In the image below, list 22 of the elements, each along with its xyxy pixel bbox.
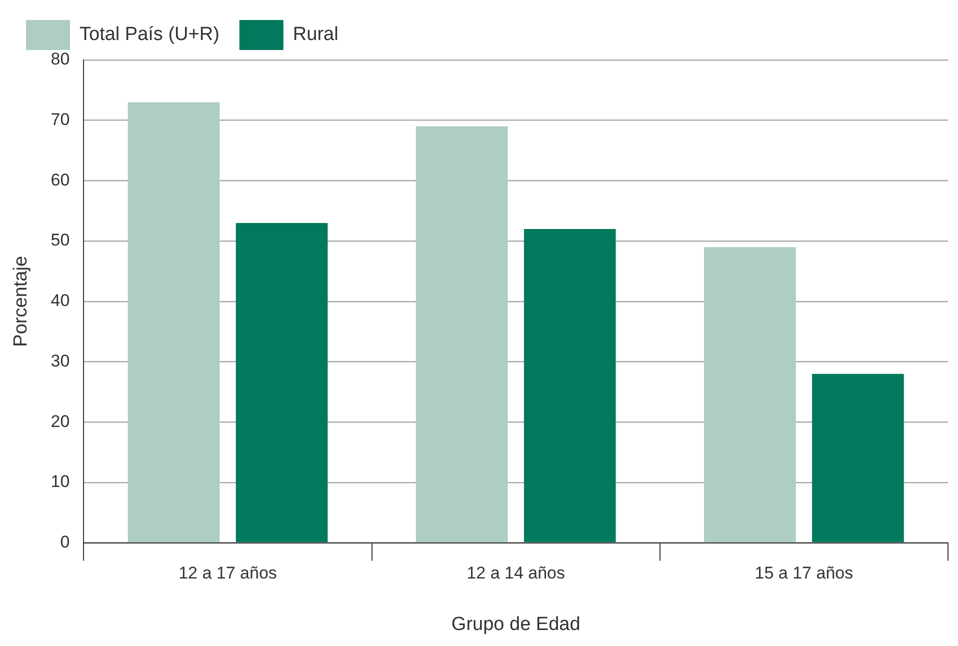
y-tick-label: 70	[50, 110, 70, 130]
legend-label: Total País (U+R)	[80, 24, 220, 46]
x-tick-label: 12 a 17 años	[178, 564, 277, 583]
y-tick-label: 10	[50, 472, 70, 492]
y-axis-title: Porcentaje	[10, 256, 32, 347]
bar	[128, 102, 220, 542]
bar	[416, 126, 508, 542]
bar	[524, 228, 616, 542]
y-tick-label: 20	[50, 412, 70, 431]
x-tick-label: 15 a 17 años	[754, 564, 854, 583]
legend-label: Rural	[292, 24, 338, 46]
x-tick-label: 12 a 14 años	[466, 564, 566, 583]
y-tick-label: 80	[50, 50, 70, 69]
bar	[236, 222, 328, 542]
y-tick-label: 0	[60, 532, 70, 552]
y-tick-label: 50	[50, 230, 70, 250]
bar	[704, 247, 796, 542]
bar	[812, 374, 904, 542]
y-tick-label: 30	[50, 351, 70, 370]
y-tick-label: 40	[50, 291, 70, 310]
y-tick-label: 60	[50, 170, 70, 190]
x-axis-title: Grupo de Edad	[451, 614, 580, 635]
